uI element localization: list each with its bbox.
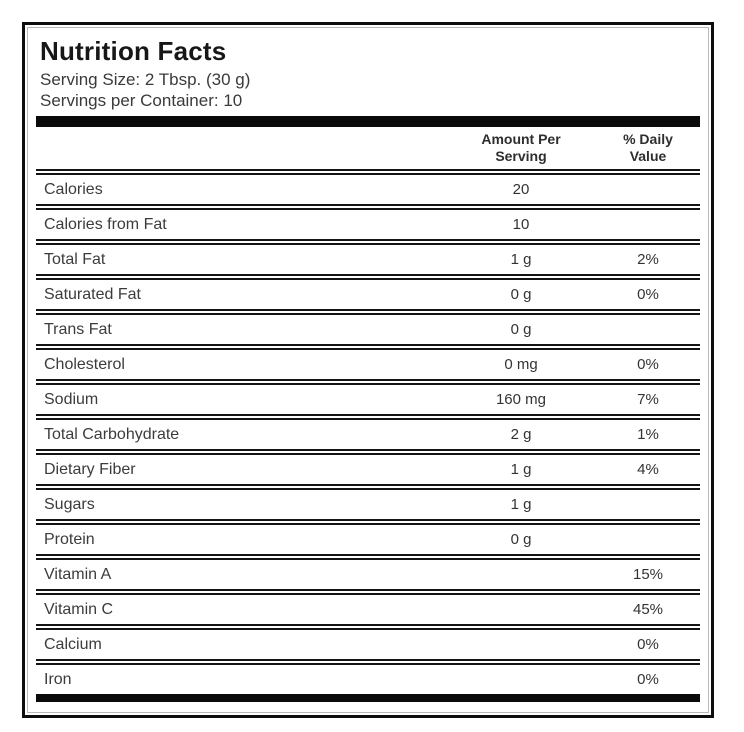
- row-divider: [36, 344, 700, 350]
- row-divider: [36, 484, 700, 490]
- row-daily: 0%: [637, 286, 659, 303]
- row-label: Cholesterol: [44, 355, 125, 373]
- table-row: Iron 0%: [36, 665, 700, 694]
- page-title: Nutrition Facts: [40, 36, 227, 66]
- table-row: Sodium 160 mg 7%: [36, 385, 700, 414]
- column-header-amount-per-serving: Amount Per Serving: [481, 131, 561, 164]
- table-row: Total Fat 1 g 2%: [36, 245, 700, 274]
- row-divider: [36, 554, 700, 560]
- row-amount: 1 g: [510, 251, 532, 268]
- table-row: Vitamin A 15%: [36, 560, 700, 589]
- serving-size-text: Serving Size: 2 Tbsp. (30 g): [40, 70, 251, 89]
- separator-thick-bottom: [36, 694, 700, 702]
- table-row: Trans Fat 0 g: [36, 315, 700, 344]
- table-row: Calories 20: [36, 175, 700, 204]
- row-amount: 0 g: [510, 531, 532, 548]
- table-row: Vitamin C 45%: [36, 595, 700, 624]
- row-amount: 160 mg: [495, 391, 547, 408]
- row-amount: 10: [512, 216, 530, 233]
- row-label: Calories from Fat: [44, 215, 167, 233]
- row-label: Sodium: [44, 390, 99, 408]
- separator-thick-top: [36, 116, 700, 127]
- row-divider: [36, 239, 700, 245]
- row-amount: 1 g: [510, 461, 532, 478]
- table-row: Total Carbohydrate 2 g 1%: [36, 420, 700, 449]
- servings-per-container-text: Servings per Container: 10: [40, 91, 243, 110]
- table-row: Calcium 0%: [36, 630, 700, 659]
- row-amount: 0 mg: [504, 356, 538, 373]
- table-row: Dietary Fiber 1 g 4%: [36, 455, 700, 484]
- table-row: Saturated Fat 0 g 0%: [36, 280, 700, 309]
- row-amount: 1 g: [510, 496, 532, 513]
- table-row: Calories from Fat 10: [36, 210, 700, 239]
- row-label: Vitamin A: [44, 565, 112, 583]
- row-divider: [36, 274, 700, 280]
- row-divider: [36, 449, 700, 455]
- row-daily: 0%: [637, 671, 659, 688]
- row-divider: [36, 379, 700, 385]
- row-divider: [36, 589, 700, 595]
- row-label: Dietary Fiber: [44, 460, 136, 478]
- row-daily: 1%: [637, 426, 659, 443]
- row-label: Sugars: [44, 495, 95, 513]
- row-label: Calories: [44, 180, 103, 198]
- nutrition-facts-label: Nutrition Facts Serving Size: 2 Tbsp. (3…: [22, 22, 714, 718]
- column-header-row: Amount Per Serving % Daily Value: [36, 127, 700, 169]
- row-daily: 4%: [637, 461, 659, 478]
- header-divider: [36, 169, 700, 175]
- row-label: Iron: [44, 670, 72, 688]
- row-divider: [36, 309, 700, 315]
- row-divider: [36, 624, 700, 630]
- row-daily: 0%: [637, 356, 659, 373]
- row-label: Trans Fat: [44, 320, 112, 338]
- nutrition-facts-inner-frame: Nutrition Facts Serving Size: 2 Tbsp. (3…: [27, 27, 709, 713]
- rows-container: Calories 20 Calories from Fat 10 Total F…: [36, 175, 700, 694]
- row-divider: [36, 519, 700, 525]
- row-label: Vitamin C: [44, 600, 114, 618]
- row-divider: [36, 659, 700, 665]
- row-label: Calcium: [44, 635, 102, 653]
- column-header-percent-daily-value: % Daily Value: [623, 131, 673, 164]
- row-label: Protein: [44, 530, 95, 548]
- row-daily: 45%: [632, 601, 664, 618]
- table-row: Sugars 1 g: [36, 490, 700, 519]
- row-amount: 20: [512, 181, 530, 198]
- row-amount: 2 g: [510, 426, 532, 443]
- row-amount: 0 g: [510, 286, 532, 303]
- row-label: Total Carbohydrate: [44, 425, 180, 443]
- row-label: Total Fat: [44, 250, 106, 268]
- row-daily: 0%: [637, 636, 659, 653]
- table-row: Protein 0 g: [36, 525, 700, 554]
- row-daily: 7%: [637, 391, 659, 408]
- row-daily: 2%: [637, 251, 659, 268]
- row-divider: [36, 204, 700, 210]
- row-label: Saturated Fat: [44, 285, 141, 303]
- label-header-block: Nutrition Facts Serving Size: 2 Tbsp. (3…: [36, 36, 700, 111]
- row-divider: [36, 414, 700, 420]
- row-amount: 0 g: [510, 321, 532, 338]
- row-daily: 15%: [632, 566, 664, 583]
- table-row: Cholesterol 0 mg 0%: [36, 350, 700, 379]
